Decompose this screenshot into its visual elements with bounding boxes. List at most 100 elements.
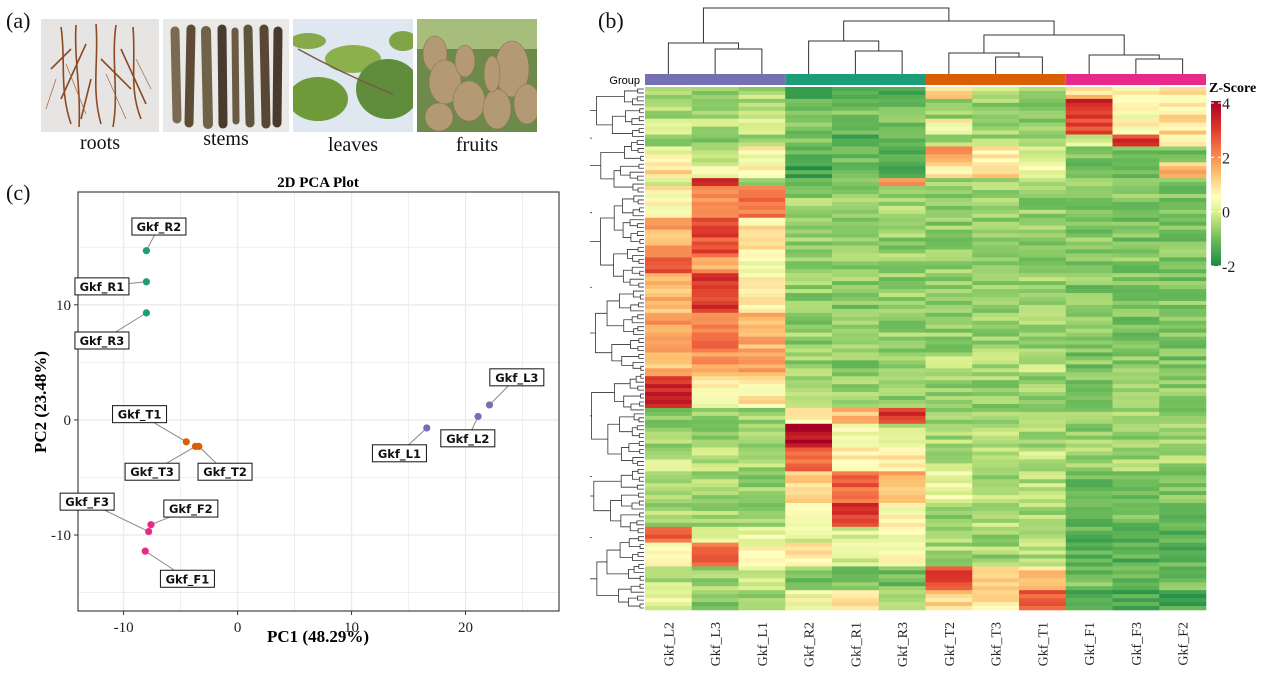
heatmap-cell bbox=[1112, 285, 1160, 290]
heatmap-cell bbox=[1159, 506, 1207, 512]
heatmap-cell bbox=[691, 316, 739, 322]
heatmap-cell bbox=[691, 463, 739, 468]
heatmap-cell bbox=[691, 407, 739, 413]
heatmap-cell bbox=[878, 304, 926, 310]
heatmap-cell bbox=[645, 447, 693, 452]
heatmap-cell bbox=[878, 372, 926, 377]
point-label-box bbox=[131, 217, 187, 236]
heatmap-cell bbox=[645, 526, 693, 532]
heatmap-cell bbox=[645, 182, 693, 187]
heatmap-cell bbox=[1112, 495, 1160, 500]
heatmap-cell bbox=[645, 503, 693, 508]
heatmap-cell bbox=[1159, 154, 1207, 159]
heatmap-cell bbox=[738, 455, 786, 460]
heatmap-cell bbox=[1019, 269, 1067, 274]
heatmap-cell bbox=[691, 582, 739, 587]
heatmap-cell bbox=[1019, 344, 1067, 349]
row-dendrogram-link bbox=[637, 88, 644, 94]
heatmap-cell bbox=[738, 285, 786, 290]
heatmap-cell bbox=[738, 126, 786, 131]
heatmap-cell bbox=[972, 190, 1020, 195]
heatmap-cell bbox=[878, 253, 926, 258]
heatmap-cell bbox=[691, 90, 739, 96]
heatmap-cell bbox=[925, 324, 973, 329]
heatmap-cell bbox=[1019, 530, 1067, 536]
leaves-photo bbox=[293, 19, 413, 132]
heatmap-cell bbox=[1159, 186, 1207, 191]
heatmap-cell bbox=[1112, 209, 1160, 215]
row-dendrogram-link bbox=[631, 502, 644, 510]
heatmap-cell bbox=[645, 534, 693, 539]
heatmap-cell bbox=[738, 380, 786, 385]
heatmap-cell bbox=[785, 289, 833, 294]
heatmap-cell bbox=[785, 229, 833, 234]
heatmap-cell bbox=[691, 304, 739, 310]
row-dendrogram-link bbox=[637, 314, 644, 320]
heatmap-cell bbox=[1159, 380, 1207, 385]
heatmap-cell bbox=[878, 558, 926, 563]
heatmap-cell bbox=[1112, 348, 1160, 353]
heatmap-cell bbox=[1159, 439, 1207, 444]
heatmap-cell bbox=[1159, 170, 1207, 175]
heatmap-cell bbox=[1112, 193, 1160, 199]
heatmap-cell bbox=[925, 392, 973, 397]
heatmap-cell bbox=[1019, 491, 1067, 496]
heatmap-cell bbox=[972, 578, 1020, 583]
row-dendrogram-link bbox=[623, 90, 638, 103]
heatmap-cell bbox=[1019, 590, 1067, 595]
heatmap-cell bbox=[1019, 602, 1067, 607]
heatmap-cell bbox=[1159, 110, 1207, 116]
heatmap-cell bbox=[832, 550, 880, 555]
heatmap-cell bbox=[1019, 467, 1067, 472]
heatmap-cell bbox=[925, 407, 973, 413]
heatmap-cell bbox=[691, 269, 739, 274]
heatmap-cell bbox=[691, 162, 739, 167]
heatmap-cell bbox=[832, 98, 880, 104]
row-dendrogram-link bbox=[636, 231, 644, 236]
heatmap-cell bbox=[1065, 483, 1113, 488]
heatmap-cell bbox=[691, 348, 739, 353]
heatmap-cell bbox=[832, 221, 880, 226]
heatmap-cell bbox=[925, 546, 973, 551]
row-dendrogram-link bbox=[623, 395, 641, 408]
fruits-photo bbox=[417, 19, 537, 132]
heatmap-cell bbox=[925, 296, 973, 302]
heatmap-cell bbox=[972, 197, 1020, 203]
point-label-box bbox=[74, 277, 130, 296]
heatmap-cell bbox=[972, 566, 1020, 571]
heatmap-cell bbox=[645, 368, 693, 373]
heatmap-cell bbox=[972, 376, 1020, 381]
heatmap-cell bbox=[738, 316, 786, 322]
heatmap-cell bbox=[925, 542, 973, 547]
heatmap-cell bbox=[925, 435, 973, 440]
heatmap-cell bbox=[832, 419, 880, 425]
heatmap-cell bbox=[878, 463, 926, 468]
heatmap-cell bbox=[691, 467, 739, 472]
heatmap-cell bbox=[785, 459, 833, 464]
heatmap-cell bbox=[691, 98, 739, 104]
heatmap-cell bbox=[1065, 285, 1113, 290]
heatmap-cell bbox=[1112, 245, 1160, 250]
heatmap-cell bbox=[645, 562, 693, 567]
heatmap-cell bbox=[691, 376, 739, 381]
heatmap-cell bbox=[1159, 538, 1207, 543]
heatmap-cell bbox=[785, 479, 833, 484]
heatmap-cell bbox=[972, 300, 1020, 306]
heatmap-cell bbox=[972, 178, 1020, 183]
heatmap-cell bbox=[1019, 570, 1067, 575]
heatmap-cell bbox=[1159, 90, 1207, 96]
heatmap-cell bbox=[785, 368, 833, 373]
heatmap-cell bbox=[738, 360, 786, 365]
heatmap-cell bbox=[1019, 431, 1067, 436]
heatmap-cell bbox=[1112, 356, 1160, 361]
heatmap-cell bbox=[972, 415, 1020, 421]
heatmap-cell bbox=[878, 392, 926, 397]
heatmap-cell bbox=[645, 364, 693, 369]
heatmap-cell bbox=[1019, 174, 1067, 179]
row-dendrogram-link bbox=[637, 461, 644, 466]
heatmap-cell bbox=[1112, 388, 1160, 393]
row-dendrogram-link bbox=[637, 326, 644, 332]
heatmap-cell bbox=[785, 87, 833, 92]
heatmap-cell bbox=[691, 281, 739, 286]
heatmap-cell bbox=[925, 506, 973, 512]
